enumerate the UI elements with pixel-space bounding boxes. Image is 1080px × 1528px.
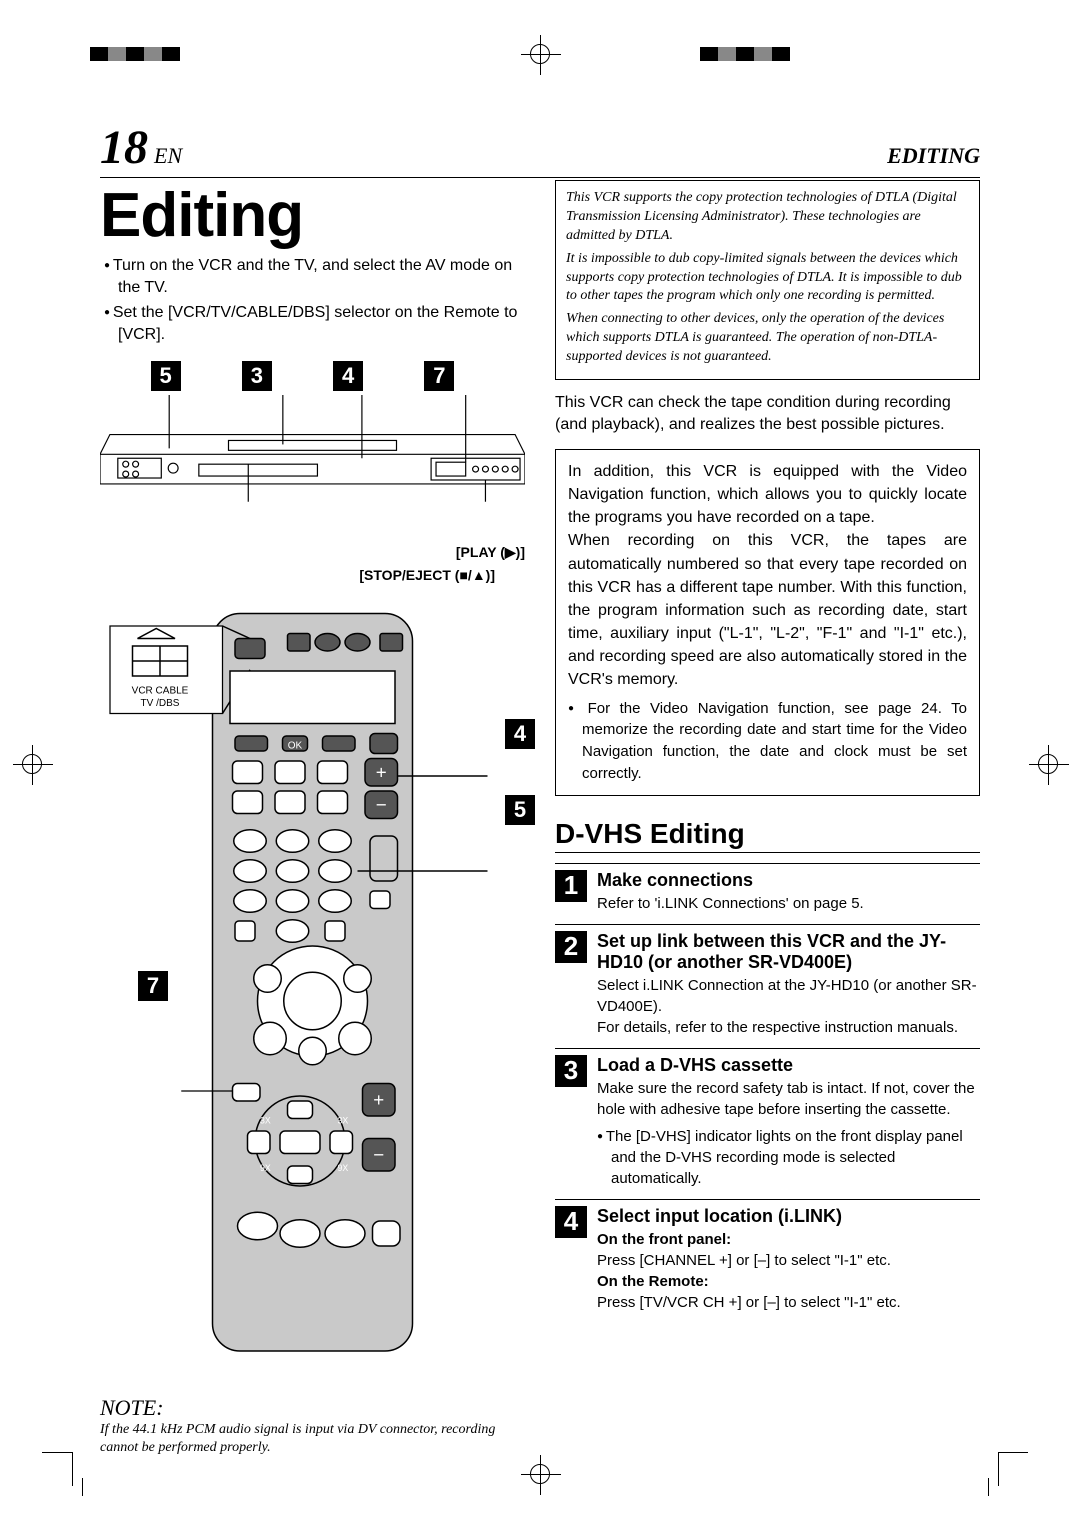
vcr-diagram: 5 3 4 7 [100, 361, 525, 583]
play-label: [PLAY (▶)] [100, 544, 525, 561]
dtla-box: This VCR supports the copy protection te… [555, 180, 980, 380]
step-4: 4 Select input location (i.LINK) On the … [555, 1199, 980, 1313]
video-nav-bullet: For the Video Navigation function, see p… [568, 698, 967, 785]
svg-text:−: − [242, 792, 252, 812]
step-4-sub2-head: On the Remote: [597, 1271, 980, 1292]
svg-text:6: 6 [332, 865, 339, 879]
svg-text:▼: ▼ [294, 1169, 306, 1183]
svg-text:2: 2 [289, 835, 296, 849]
note-body: If the 44.1 kHz PCM audio signal is inpu… [100, 1421, 525, 1457]
svg-text:●: ● [265, 1032, 274, 1049]
svg-text:5▸: 5▸ [287, 867, 299, 879]
step-3-num: 3 [555, 1055, 587, 1087]
svg-text:−: − [327, 792, 337, 812]
svg-text:3: 3 [332, 835, 339, 849]
step-2-num: 2 [555, 931, 587, 963]
right-column: This VCR supports the copy protection te… [555, 120, 980, 1457]
svg-text:■: ■ [308, 1045, 316, 1060]
svg-text:+: + [373, 1089, 384, 1110]
dtla-p2: It is impossible to dub copy-limited sig… [566, 250, 969, 307]
note-heading: NOTE: [100, 1395, 525, 1421]
remote-diagram: VCR CABLE TV /DBS [100, 601, 525, 1381]
page-number: 18 [100, 120, 148, 175]
svg-text:1: 1 [247, 835, 254, 849]
svg-text:▶: ▶ [336, 1136, 346, 1150]
remote-callout-4: 4 [505, 719, 535, 749]
left-column: 18 EN EDITING Editing Turn on the VCR an… [100, 120, 525, 1457]
svg-text:▶▶: ▶▶ [347, 973, 369, 988]
step-3-title: Load a D-VHS cassette [597, 1055, 980, 1076]
step-2-body: Select i.LINK Connection at the JY-HD10 … [597, 975, 980, 1038]
svg-text:◀◀: ◀◀ [257, 973, 279, 988]
step-4-title: Select input location (i.LINK) [597, 1206, 980, 1227]
vcr-illustration [100, 395, 525, 533]
svg-text:+: + [327, 762, 337, 782]
video-nav-text: In addition, this VCR is equipped with t… [568, 460, 967, 692]
tape-condition-para: This VCR can check the tape condition du… [555, 392, 980, 437]
page-header: 18 EN EDITING [100, 120, 980, 178]
step-4-sub2-body: Press [TV/VCR CH +] or [–] to select "I-… [597, 1292, 980, 1313]
intro-bullet-2: Set the [VCR/TV/CABLE/DBS] selector on t… [104, 302, 521, 347]
video-nav-box: In addition, this VCR is equipped with t… [555, 449, 980, 796]
step-1: 1 Make connections Refer to 'i.LINK Conn… [555, 863, 980, 914]
remote-callout-5: 5 [505, 795, 535, 825]
svg-text:3X: 3X [338, 1115, 349, 1125]
svg-text:8: 8 [289, 895, 296, 909]
header-section: EDITING [887, 143, 980, 169]
step-1-body: Refer to 'i.LINK Connections' on page 5. [597, 893, 980, 914]
step-1-num: 1 [555, 870, 587, 902]
step-2-title: Set up link between this VCR and the JY-… [597, 931, 980, 973]
step-4-sub1-head: On the front panel: [597, 1229, 980, 1250]
svg-text:0: 0 [289, 925, 296, 939]
svg-text:▲: ▲ [294, 1104, 306, 1118]
svg-text:4: 4 [247, 865, 254, 879]
svg-text:3X: 3X [260, 1115, 271, 1125]
step-3-body: Make sure the record safety tab is intac… [597, 1078, 980, 1120]
step-4-sub1-body: Press [CHANNEL +] or [–] to select "I-1"… [597, 1250, 980, 1271]
vcr-callout-3: 3 [242, 361, 272, 391]
stop-label: [STOP/EJECT (■/▲)] [100, 567, 495, 583]
svg-text:9X: 9X [260, 1163, 271, 1173]
svg-text:−: − [285, 792, 295, 812]
intro-bullet-1: Turn on the VCR and the TV, and select t… [104, 255, 521, 300]
remote-callout-7: 7 [138, 971, 168, 1001]
svg-text:−: − [376, 794, 387, 815]
page-content: 18 EN EDITING Editing Turn on the VCR an… [100, 120, 980, 1457]
intro-bullets: Turn on the VCR and the TV, and select t… [100, 255, 525, 347]
main-title: Editing [100, 180, 525, 251]
svg-text:+: + [285, 762, 295, 782]
step-3-bullet: The [D-VHS] indicator lights on the fron… [597, 1126, 980, 1189]
dvhs-editing-heading: D-VHS Editing [555, 818, 980, 853]
step-2: 2 Set up link between this VCR and the J… [555, 924, 980, 1038]
svg-text:+: + [242, 762, 252, 782]
svg-text:7: 7 [247, 895, 254, 909]
vcr-callout-4: 4 [333, 361, 363, 391]
svg-text:TV /DBS: TV /DBS [141, 698, 180, 709]
step-1-title: Make connections [597, 870, 980, 891]
svg-text:9: 9 [332, 895, 339, 909]
svg-text:⏸: ⏸ [351, 1032, 359, 1050]
svg-text:+: + [376, 761, 387, 782]
svg-text:OK: OK [292, 1138, 309, 1150]
svg-text:▶: ▶ [304, 988, 322, 1013]
svg-text:−: − [373, 1144, 384, 1165]
svg-text:◀: ◀ [254, 1136, 264, 1150]
page-lang: EN [154, 143, 182, 169]
svg-text:OK: OK [288, 740, 303, 751]
vcr-callout-7: 7 [424, 361, 454, 391]
step-4-num: 4 [555, 1206, 587, 1238]
vcr-callout-5: 5 [151, 361, 181, 391]
step-3: 3 Load a D-VHS cassette Make sure the re… [555, 1048, 980, 1189]
dtla-p3: When connecting to other devices, only t… [566, 310, 969, 367]
svg-text:VCR CABLE: VCR CABLE [132, 685, 189, 696]
svg-text:9X: 9X [338, 1163, 349, 1173]
dtla-p1: This VCR supports the copy protection te… [566, 189, 969, 246]
